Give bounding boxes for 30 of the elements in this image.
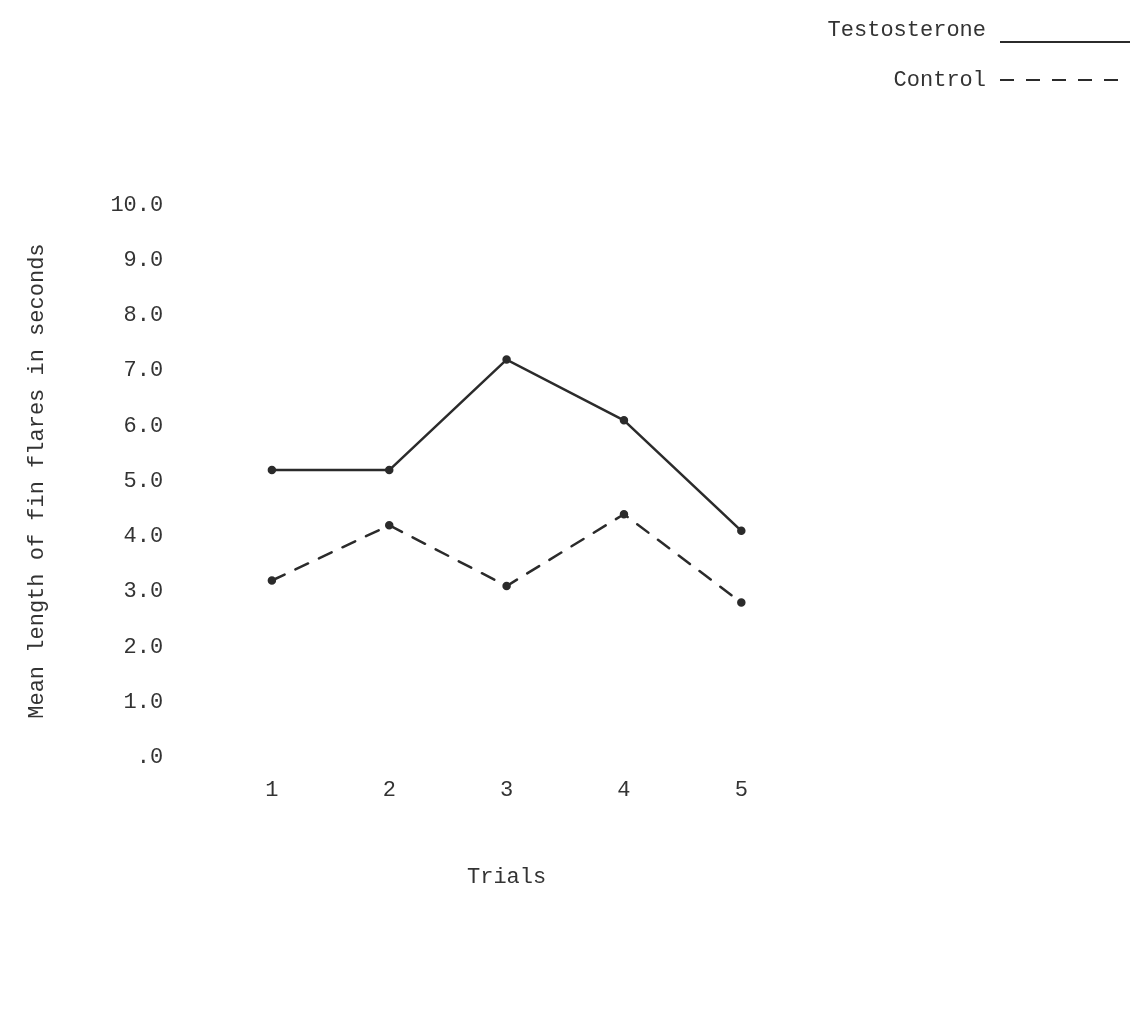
text: Control — [893, 67, 987, 93]
y-tick-label: 5.0 — [123, 468, 164, 494]
y-tick-label: 9.0 — [123, 248, 164, 274]
x-tick-label: 1 — [265, 778, 279, 804]
point — [385, 465, 394, 475]
y-axis-title: Mean length of fin flares in seconds — [25, 243, 51, 719]
x-axis-title: Trials — [466, 864, 547, 890]
y-tick-label: 4.0 — [123, 524, 164, 550]
point — [385, 521, 394, 530]
point — [502, 355, 511, 364]
point — [502, 581, 511, 591]
y-tick-label: 3.0 — [123, 579, 164, 605]
point — [619, 416, 629, 425]
x-tick-label: 4 — [617, 778, 631, 804]
text: Testosterone — [827, 17, 987, 43]
x-tick-label: 3 — [500, 778, 514, 804]
y-tick-label: 10.0 — [110, 192, 164, 218]
point — [737, 598, 746, 607]
x-tick-label: 2 — [382, 778, 396, 804]
y-tick-label: 1.0 — [123, 689, 164, 715]
y-tick-label: 2.0 — [123, 634, 164, 660]
point — [267, 576, 277, 585]
point — [619, 509, 629, 519]
point — [267, 465, 277, 475]
y-tick-label: 8.0 — [123, 303, 164, 329]
x-tick-label: 5 — [734, 778, 748, 804]
y-tick-label: .0 — [136, 745, 164, 771]
y-tick-label: 7.0 — [123, 358, 164, 384]
y-tick-label: 6.0 — [123, 413, 164, 439]
point — [737, 526, 746, 536]
